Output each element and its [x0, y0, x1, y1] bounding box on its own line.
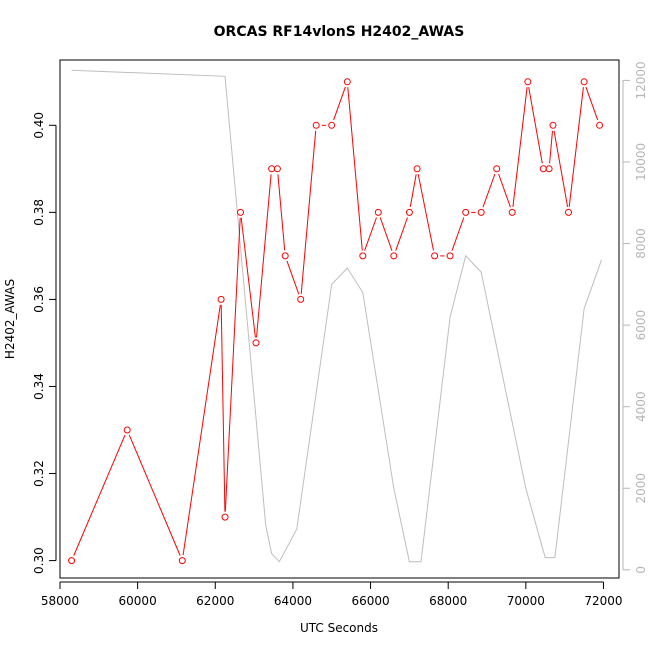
x-tick-label: 72000 [584, 594, 622, 608]
y2-tick-label: 0 [634, 566, 648, 574]
data-point [281, 252, 289, 260]
data-point [312, 121, 320, 129]
data-point [178, 557, 186, 565]
x-tick-label: 64000 [274, 594, 312, 608]
x-tick-label: 66000 [351, 594, 389, 608]
series-secondary [71, 69, 602, 563]
y-tick-label: 0.30 [32, 547, 46, 574]
series-primary-segment [395, 217, 408, 251]
data-point [68, 557, 76, 565]
data-point [123, 426, 131, 434]
data-point [268, 165, 276, 173]
chart-title: ORCAS RF14vlonS H2402_AWAS [214, 24, 465, 40]
data-point [221, 513, 229, 521]
series-primary-segment [277, 174, 286, 251]
y2-tick-label: 2000 [634, 473, 648, 504]
series-primary-segment [286, 260, 300, 295]
series-primary-segment [549, 130, 553, 164]
series-primary-segment [240, 217, 256, 338]
data-point [477, 208, 485, 216]
data-point [297, 295, 305, 303]
x-tick-label: 70000 [507, 594, 545, 608]
series-primary-segment [498, 173, 511, 208]
x-tick-label: 60000 [119, 594, 157, 608]
x-tick-label: 62000 [196, 594, 234, 608]
data-point [237, 208, 244, 216]
series-primary-segment [585, 86, 599, 121]
y2-tick-label: 12000 [634, 61, 648, 99]
data-point [431, 252, 439, 260]
data-point [446, 252, 454, 260]
data-point [359, 252, 367, 260]
data-point [217, 295, 225, 303]
x-axis: 58000 60000 62000 64000 66000 68000 70000 72000 [41, 581, 623, 608]
y-axis: 0.30 0.32 0.34 0.36 0.38 0.40 [32, 112, 57, 574]
series-primary-segment [182, 304, 221, 556]
y-axis-label: H2402_AWAS [3, 279, 17, 359]
series-primary-segment [333, 86, 346, 121]
series-primary-segment [379, 217, 393, 251]
series-primary-segment [417, 174, 434, 251]
data-point [273, 165, 281, 173]
y-tick-label: 0.36 [32, 286, 46, 313]
y-tick-label: 0.32 [32, 460, 46, 487]
y2-tick-label: 6000 [634, 310, 648, 341]
data-point [493, 165, 501, 173]
data-point [343, 78, 351, 86]
y-tick-label: 0.34 [32, 373, 46, 400]
series-primary [68, 78, 604, 565]
data-point [508, 208, 516, 216]
series-primary-segment [528, 87, 543, 164]
series-primary-segment [347, 87, 363, 251]
data-point [374, 208, 382, 216]
y-tick-label: 0.38 [32, 199, 46, 226]
data-point [524, 78, 532, 86]
data-point [252, 339, 260, 347]
data-point [328, 121, 336, 129]
series-primary-segment [73, 434, 126, 556]
data-point [413, 165, 421, 173]
y2-tick-label: 10000 [634, 143, 648, 181]
y2-axis: 0 2000 4000 6000 8000 10000 12000 [622, 61, 648, 574]
series-primary-segment [512, 87, 528, 207]
data-point [390, 252, 398, 260]
series-primary-segment [300, 130, 317, 294]
series-primary-segment [553, 130, 569, 207]
data-point [545, 165, 553, 173]
y-tick-label: 0.40 [32, 112, 46, 139]
x-axis-label: UTC Seconds [300, 621, 378, 635]
y2-tick-label: 8000 [634, 228, 648, 259]
series-primary-segment [451, 217, 465, 251]
plot-box [59, 59, 620, 579]
data-point [549, 121, 557, 129]
x-tick-label: 68000 [429, 594, 467, 608]
series-primary-segment [364, 217, 377, 251]
series-primary-segment [568, 87, 584, 207]
series-primary-segment [482, 173, 496, 208]
data-point [462, 208, 470, 216]
data-point [565, 208, 572, 216]
series-primary-segment [409, 174, 417, 207]
data-point [405, 208, 413, 216]
series-primary-segment [128, 434, 181, 556]
data-point [539, 165, 547, 173]
series-primary-segment [224, 217, 241, 512]
data-point [596, 121, 604, 129]
data-point [580, 78, 588, 86]
x-tick-label: 58000 [41, 594, 79, 608]
series-primary-segment [220, 304, 226, 512]
series-primary-segment [256, 174, 272, 338]
y2-tick-label: 4000 [634, 391, 648, 422]
series-secondary-line [71, 69, 602, 563]
